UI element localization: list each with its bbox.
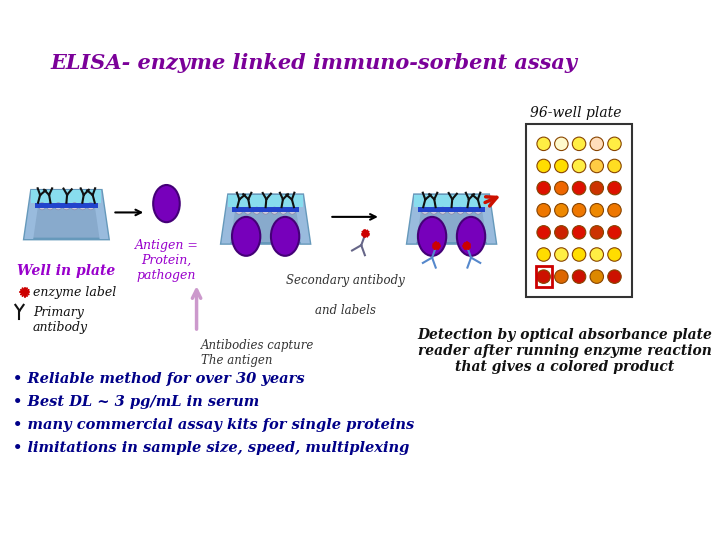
Circle shape (537, 248, 550, 261)
Ellipse shape (232, 217, 261, 256)
Circle shape (439, 207, 446, 214)
Polygon shape (93, 190, 109, 239)
Text: Antibodies capture: Antibodies capture (201, 339, 315, 352)
Circle shape (63, 202, 70, 210)
Circle shape (537, 137, 550, 151)
Bar (536, 266, 552, 287)
Circle shape (572, 270, 586, 284)
Circle shape (289, 207, 296, 214)
Circle shape (572, 181, 586, 195)
Polygon shape (24, 190, 40, 239)
Circle shape (554, 137, 568, 151)
Circle shape (537, 181, 550, 195)
Circle shape (554, 159, 568, 173)
Circle shape (608, 270, 621, 284)
Circle shape (537, 159, 550, 173)
Polygon shape (32, 190, 102, 202)
Text: Detection by optical absorbance plate
reader after running enzyme reaction
that : Detection by optical absorbance plate re… (418, 328, 712, 374)
Circle shape (608, 226, 621, 239)
Circle shape (244, 207, 251, 214)
Circle shape (47, 202, 54, 210)
Circle shape (87, 202, 94, 210)
Circle shape (262, 207, 269, 214)
Text: 96-well plate: 96-well plate (530, 106, 621, 120)
Circle shape (590, 204, 603, 217)
Bar (35, 202, 98, 208)
Circle shape (280, 207, 287, 214)
Circle shape (79, 202, 86, 210)
Text: ELISA- enzyme linked immuno-sorbent assay: ELISA- enzyme linked immuno-sorbent assa… (51, 53, 578, 73)
Circle shape (537, 226, 550, 239)
Circle shape (572, 248, 586, 261)
Circle shape (572, 204, 586, 217)
Text: • Reliable method for over 30 years: • Reliable method for over 30 years (13, 372, 305, 386)
Polygon shape (408, 195, 423, 244)
Text: • limitations in sample size, speed, multiplexing: • limitations in sample size, speed, mul… (13, 441, 410, 455)
Circle shape (537, 270, 550, 284)
Polygon shape (408, 195, 496, 244)
Circle shape (590, 226, 603, 239)
Circle shape (71, 202, 78, 210)
Circle shape (608, 248, 621, 261)
Circle shape (608, 181, 621, 195)
Circle shape (590, 181, 603, 195)
Circle shape (431, 207, 437, 214)
Circle shape (608, 137, 621, 151)
Circle shape (474, 207, 482, 214)
Ellipse shape (457, 217, 485, 256)
Ellipse shape (271, 217, 300, 256)
Circle shape (554, 204, 568, 217)
Circle shape (608, 204, 621, 217)
Circle shape (235, 207, 243, 214)
Circle shape (448, 207, 455, 214)
Circle shape (572, 226, 586, 239)
Ellipse shape (153, 185, 180, 222)
Circle shape (590, 248, 603, 261)
Circle shape (554, 248, 568, 261)
Text: Secondary antibody

and labels: Secondary antibody and labels (286, 274, 405, 318)
Circle shape (271, 207, 278, 214)
Ellipse shape (418, 217, 446, 256)
Circle shape (572, 137, 586, 151)
Text: Primary
antibody: Primary antibody (33, 307, 88, 334)
Text: • Best DL ~ 3 pg/mL in serum: • Best DL ~ 3 pg/mL in serum (13, 395, 259, 409)
Polygon shape (294, 195, 310, 244)
Text: • many commercial assay kits for single proteins: • many commercial assay kits for single … (13, 418, 415, 432)
Text: Antigen =
Protein,
pathogen: Antigen = Protein, pathogen (135, 239, 199, 282)
Circle shape (608, 159, 621, 173)
Circle shape (537, 204, 550, 217)
Circle shape (421, 207, 428, 214)
Bar (232, 207, 300, 212)
Polygon shape (228, 195, 303, 207)
Circle shape (38, 202, 45, 210)
Polygon shape (221, 195, 310, 244)
Circle shape (554, 226, 568, 239)
Circle shape (253, 207, 261, 214)
Polygon shape (24, 190, 109, 239)
Circle shape (590, 137, 603, 151)
Circle shape (554, 181, 568, 195)
Bar (418, 207, 485, 212)
Circle shape (457, 207, 464, 214)
Polygon shape (221, 195, 238, 244)
Text: Well in plate: Well in plate (17, 264, 115, 278)
Text: enzyme label: enzyme label (33, 286, 116, 299)
Bar (526, 124, 632, 296)
Circle shape (554, 270, 568, 284)
Circle shape (572, 159, 586, 173)
Circle shape (466, 207, 473, 214)
Text: The antigen: The antigen (201, 354, 272, 367)
Circle shape (590, 270, 603, 284)
Polygon shape (480, 195, 496, 244)
Circle shape (590, 159, 603, 173)
Circle shape (55, 202, 62, 210)
Polygon shape (415, 195, 489, 207)
